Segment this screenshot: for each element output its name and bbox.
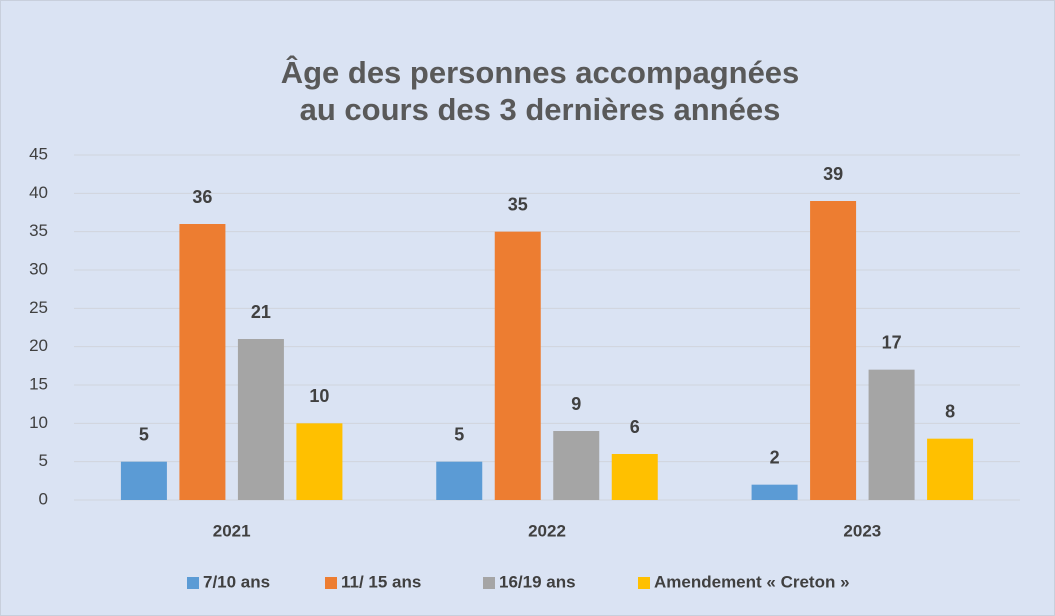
data-label: 5 — [454, 424, 464, 444]
legend-swatch — [483, 577, 495, 589]
legend-swatch — [325, 577, 337, 589]
data-label: 2 — [770, 447, 780, 467]
legend-swatch — [187, 577, 199, 589]
y-tick-label: 25 — [29, 298, 48, 317]
y-tick-label: 5 — [39, 451, 48, 470]
bar — [751, 484, 798, 500]
x-tick-label: 2022 — [528, 521, 566, 540]
y-tick-label: 35 — [29, 221, 48, 240]
data-label: 5 — [139, 424, 149, 444]
bar — [296, 423, 343, 500]
bar — [120, 461, 167, 500]
bar — [436, 461, 483, 500]
chart-title: Âge des personnes accompagnées — [281, 54, 800, 90]
bar — [494, 231, 541, 500]
bar — [179, 224, 226, 500]
legend-label: 16/19 ans — [499, 572, 576, 591]
y-tick-label: 45 — [29, 144, 48, 163]
y-tick-label: 30 — [29, 259, 48, 278]
chart-title: au cours des 3 dernières années — [300, 92, 781, 127]
data-label: 8 — [945, 401, 955, 421]
y-tick-label: 0 — [39, 489, 48, 508]
y-tick-label: 40 — [29, 183, 48, 202]
data-label: 35 — [508, 194, 528, 214]
bar — [237, 339, 284, 500]
data-label: 21 — [251, 302, 271, 322]
data-label: 9 — [571, 394, 581, 414]
y-tick-label: 15 — [29, 374, 48, 393]
bar — [868, 369, 915, 500]
data-label: 10 — [309, 386, 329, 406]
data-label: 39 — [823, 164, 843, 184]
bar — [611, 454, 658, 500]
data-label: 17 — [882, 332, 902, 352]
data-label: 6 — [630, 417, 640, 437]
y-tick-label: 10 — [29, 413, 48, 432]
x-tick-label: 2023 — [843, 521, 881, 540]
legend-label: 7/10 ans — [203, 572, 270, 591]
legend-label: Amendement « Creton » — [654, 572, 850, 591]
x-tick-label: 2021 — [213, 521, 251, 540]
y-tick-label: 20 — [29, 336, 48, 355]
bar — [553, 431, 600, 500]
legend-label: 11/ 15 ans — [341, 572, 421, 591]
bar — [810, 201, 857, 500]
data-label: 36 — [192, 187, 212, 207]
legend-swatch — [638, 577, 650, 589]
bar — [927, 438, 974, 500]
